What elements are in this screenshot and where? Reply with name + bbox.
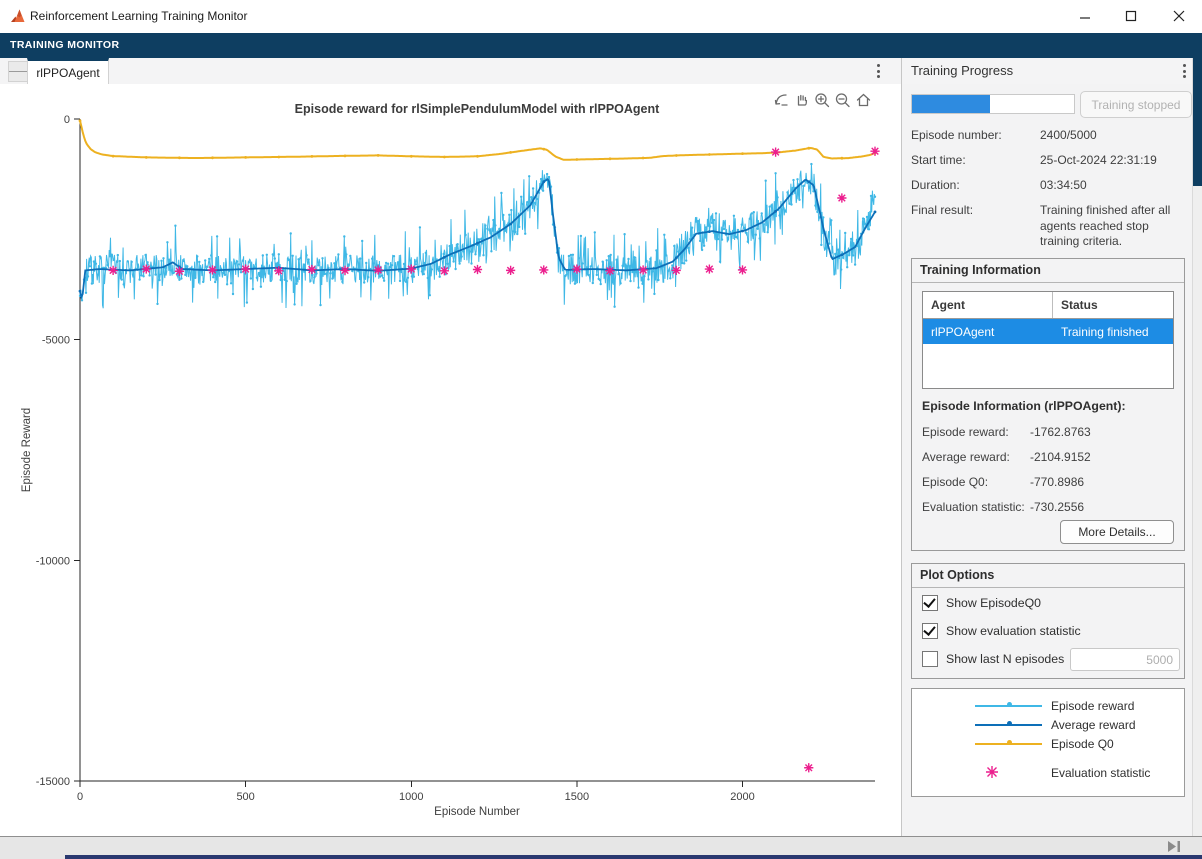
- evaluation-statistic-value: -730.2556: [1030, 500, 1084, 514]
- checkbox-show-evaluation-statistic[interactable]: Show evaluation statistic: [922, 623, 1081, 639]
- close-button[interactable]: [1156, 0, 1202, 32]
- final-result-label: Final result:: [911, 203, 973, 217]
- legend-entry-episode-reward: Episode reward: [912, 697, 1184, 715]
- start-time-label: Start time:: [911, 153, 966, 167]
- window-title: Reinforcement Learning Training Monitor: [30, 9, 247, 23]
- checkbox-show-last-n-episodes[interactable]: Show last N episodes: [922, 651, 1064, 667]
- duration-value: 03:34:50: [1040, 178, 1190, 194]
- legend-label: Average reward: [1051, 718, 1136, 732]
- maximize-button[interactable]: [1108, 0, 1154, 32]
- training-progress-panel: Training stopped Episode number: 2400/50…: [902, 84, 1192, 836]
- episode-reward-label: Episode reward:: [922, 425, 1009, 439]
- svg-text:1500: 1500: [565, 791, 589, 803]
- svg-text:-15000: -15000: [36, 776, 70, 788]
- expand-right-icon[interactable]: [1168, 841, 1182, 853]
- tab-label: rlPPOAgent: [36, 66, 99, 80]
- svg-text:1000: 1000: [399, 791, 423, 803]
- chart-legend: Episode reward Average reward Episode Q0…: [911, 688, 1185, 797]
- toolstrip-tab-training-monitor[interactable]: TRAINING MONITOR: [10, 39, 119, 51]
- legend-entry-average-reward: Average reward: [912, 716, 1184, 734]
- tab-rlppoagent[interactable]: rlPPOAgent: [27, 58, 109, 84]
- checkbox-box[interactable]: [922, 623, 938, 639]
- svg-text:2000: 2000: [730, 791, 754, 803]
- evaluation-statistic-asterisk-icon: [984, 764, 1000, 780]
- status-cell: Training finished: [1052, 319, 1173, 344]
- episode-q0-value: -770.8986: [1030, 475, 1084, 489]
- agent-column-header[interactable]: Agent: [923, 298, 1052, 312]
- episode-q0-label: Episode Q0:: [922, 475, 988, 489]
- checkbox-box[interactable]: [922, 595, 938, 611]
- episode-number-label: Episode number:: [911, 128, 1002, 142]
- last-n-episodes-input[interactable]: [1070, 648, 1180, 671]
- episode-reward-marker: [1007, 702, 1012, 707]
- average-reward-label: Average reward:: [922, 450, 1010, 464]
- scrollbar-thumb[interactable]: [1193, 58, 1202, 186]
- legend-entry-episode-q0: Episode Q0: [912, 735, 1184, 753]
- svg-text:0: 0: [64, 114, 70, 126]
- svg-text:-5000: -5000: [42, 335, 70, 347]
- svg-text:Episode reward for rlSimplePen: Episode reward for rlSimplePendulumModel…: [295, 102, 660, 116]
- final-result-value: Training finished after all agents reach…: [1040, 203, 1190, 250]
- restore-view-home-icon[interactable]: [858, 95, 870, 106]
- minimize-button[interactable]: [1062, 0, 1108, 32]
- average-reward-value: -2104.9152: [1030, 450, 1091, 464]
- duration-label: Duration:: [911, 178, 960, 192]
- table-row[interactable]: rlPPOAgent Training finished: [923, 319, 1173, 344]
- episode-reward-value: -1762.8763: [1030, 425, 1091, 439]
- checkbox-label: Show EpisodeQ0: [946, 596, 1041, 610]
- training-stopped-button[interactable]: Training stopped: [1080, 91, 1192, 118]
- evaluation-statistic-label: Evaluation statistic:: [922, 500, 1025, 514]
- grip-icon[interactable]: [8, 61, 28, 82]
- training-progress-fill: [912, 95, 990, 113]
- svg-text:Episode Number: Episode Number: [434, 806, 520, 818]
- agent-cell: rlPPOAgent: [923, 325, 1052, 339]
- title-bar: Reinforcement Learning Training Monitor: [0, 0, 1202, 33]
- table-header: Agent Status: [923, 292, 1173, 319]
- panel-options-kebab-icon[interactable]: [1176, 61, 1192, 81]
- legend-label: Evaluation statistic: [1051, 766, 1150, 780]
- tab-options-kebab-icon[interactable]: [870, 61, 886, 81]
- episode-q0-marker: [1007, 740, 1012, 745]
- more-details-button[interactable]: More Details...: [1060, 520, 1174, 544]
- status-column-header[interactable]: Status: [1052, 292, 1173, 318]
- svg-text:500: 500: [236, 791, 254, 803]
- training-progress-title: Training Progress: [911, 63, 1013, 78]
- svg-text:-10000: -10000: [36, 555, 70, 567]
- start-time-value: 25-Oct-2024 22:31:19: [1040, 153, 1190, 169]
- svg-text:0: 0: [77, 791, 83, 803]
- chart-area[interactable]: Episode reward for rlSimplePendulumModel…: [0, 84, 901, 836]
- svg-text:Episode Reward: Episode Reward: [21, 408, 33, 492]
- legend-label: Episode reward: [1051, 699, 1134, 713]
- average-reward-marker: [1007, 721, 1012, 726]
- document-tab-strip: rlPPOAgent: [0, 58, 901, 85]
- bottom-edge-strip: [65, 855, 1202, 859]
- zoom-in-icon[interactable]: [816, 94, 829, 107]
- episode-reward-chart[interactable]: Episode reward for rlSimplePendulumModel…: [13, 84, 901, 836]
- episode-number-value: 2400/5000: [1040, 128, 1190, 144]
- episode-information-title: Episode Information (rlPPOAgent):: [922, 399, 1126, 413]
- training-progress-bar: [911, 94, 1075, 114]
- pan-hand-icon[interactable]: [799, 96, 807, 106]
- plot-options-title: Plot Options: [912, 564, 1184, 588]
- export-icon[interactable]: [776, 95, 788, 105]
- checkbox-show-episodeq0[interactable]: Show EpisodeQ0: [922, 595, 1041, 611]
- plot-options-group: Plot Options Show EpisodeQ0 Show evaluat…: [911, 563, 1185, 679]
- toolstrip: TRAINING MONITOR: [0, 33, 1202, 58]
- legend-entry-evaluation-statistic: Evaluation statistic: [912, 764, 1184, 782]
- legend-label: Episode Q0: [1051, 737, 1114, 751]
- right-panel-scrollbar[interactable]: [1192, 58, 1202, 836]
- matlab-logo-icon: [10, 8, 27, 24]
- checkbox-label: Show evaluation statistic: [946, 624, 1081, 638]
- checkbox-label: Show last N episodes: [946, 652, 1064, 666]
- training-information-group: Training Information Agent Status rlPPOA…: [911, 258, 1185, 551]
- checkbox-box[interactable]: [922, 651, 938, 667]
- agent-status-table: Agent Status rlPPOAgent Training finishe…: [922, 291, 1174, 389]
- training-progress-header: Training Progress: [902, 58, 1192, 85]
- zoom-out-icon[interactable]: [837, 94, 850, 107]
- training-information-title: Training Information: [912, 259, 1184, 283]
